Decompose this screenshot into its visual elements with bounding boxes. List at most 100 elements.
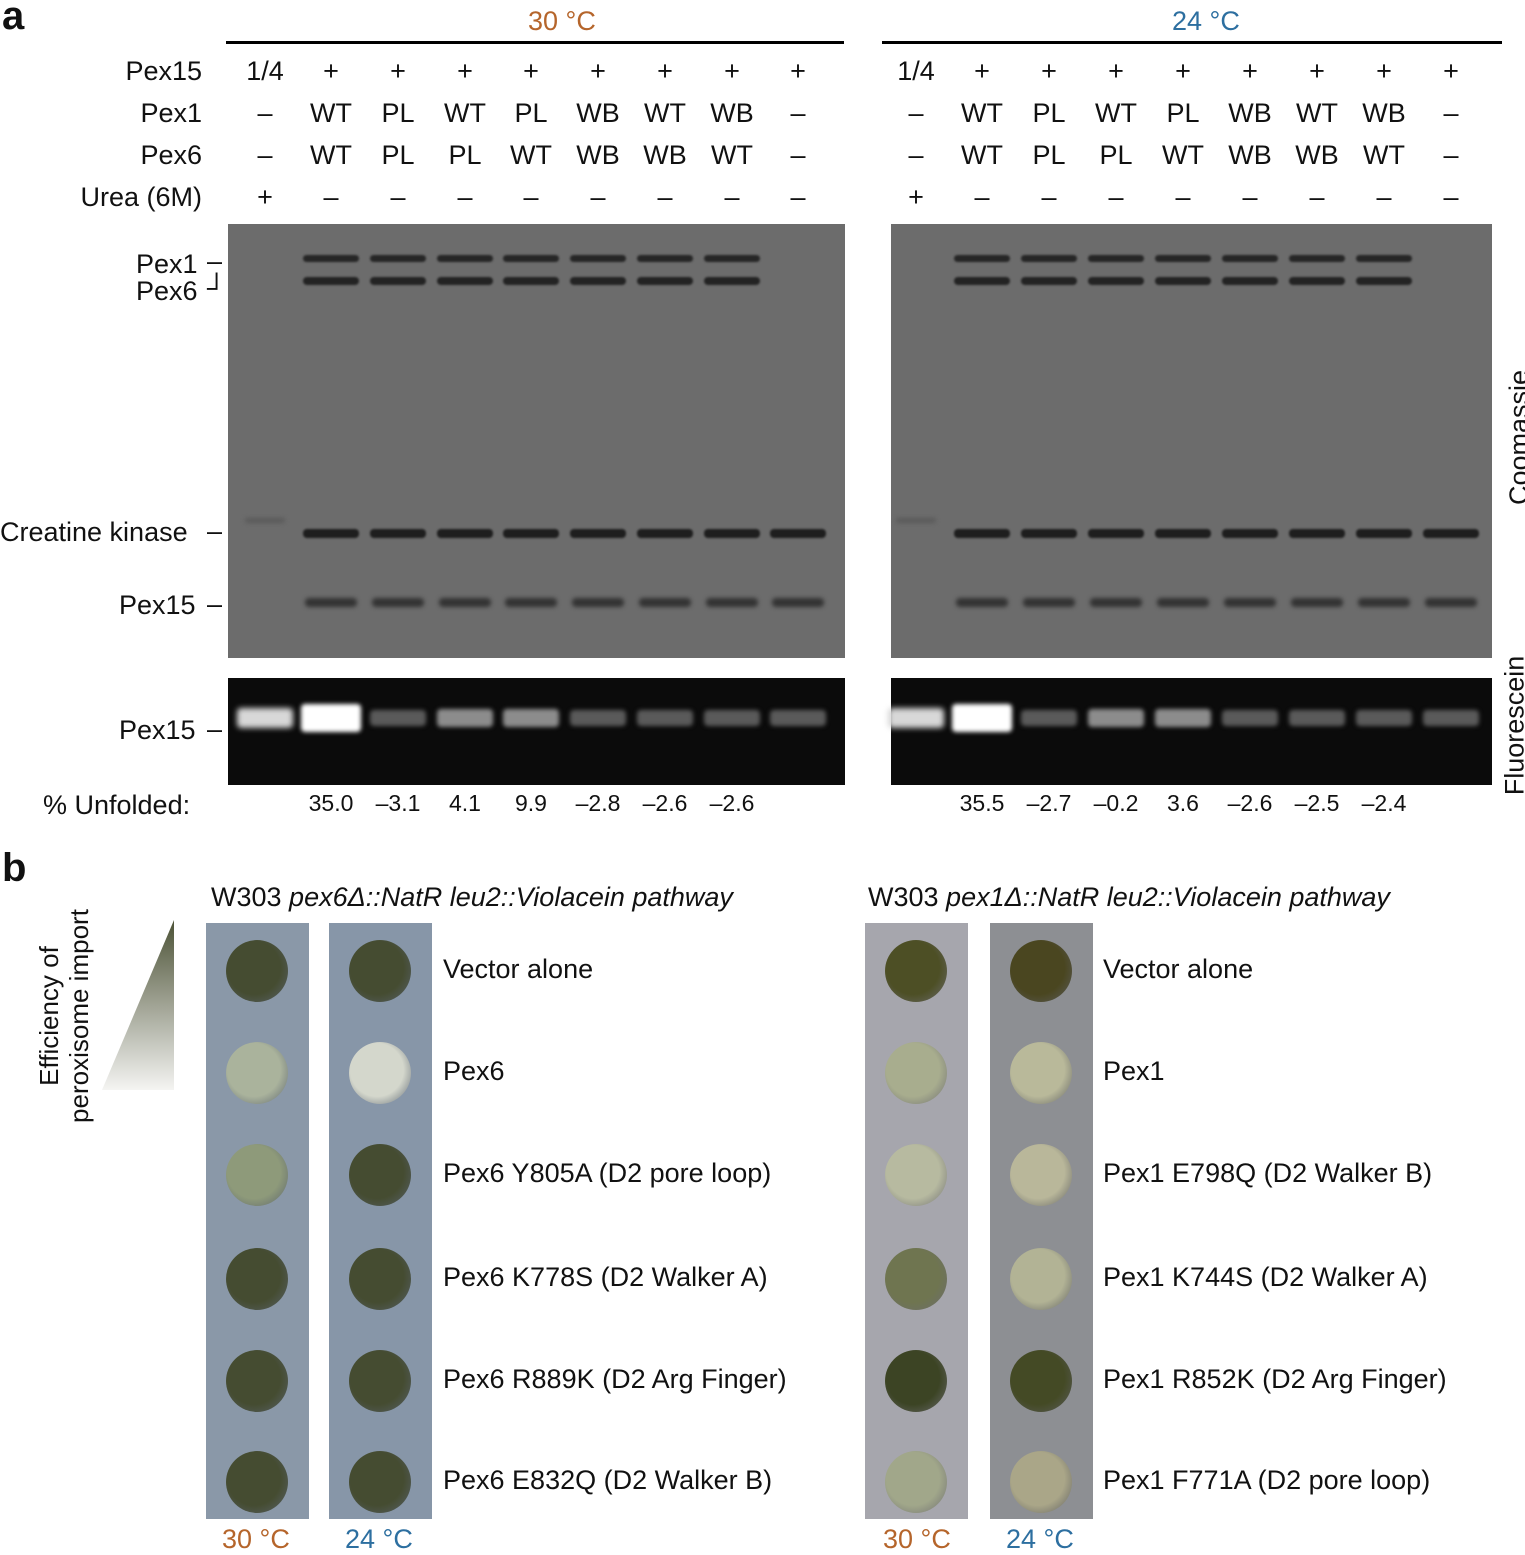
pex6-band <box>954 277 1010 285</box>
pex15-fluorescein-band <box>301 704 361 732</box>
pex15-fluorescein-band <box>1088 709 1144 727</box>
pex15-band <box>1090 597 1142 607</box>
strain-row-left-3: Pex6 K778S (D2 Walker A) <box>443 1262 768 1292</box>
pex15-band <box>1358 597 1410 607</box>
lane-pex1-gel_right-5: WB <box>1228 98 1272 128</box>
strain-right-prefix: W303 <box>868 882 947 912</box>
strain-left-prefix: W303 <box>211 882 290 912</box>
lane-urea-gel_left-3: – <box>457 182 473 212</box>
unfolded-value-gel_left-4: 9.9 <box>515 790 547 816</box>
pex1-band <box>503 254 559 262</box>
lane-urea-gel_left-0: + <box>257 182 273 212</box>
lane-pex1-gel_left-2: PL <box>381 98 415 128</box>
pex1-band <box>1356 254 1412 262</box>
pex6-band <box>503 277 559 285</box>
plate-pex6-24 <box>329 923 432 1519</box>
pex15-fluorescein-band <box>437 709 493 727</box>
pex15-band <box>639 597 691 607</box>
lane-pex6-gel_right-5: WB <box>1228 140 1272 170</box>
unfolded-value-gel_right-3: –0.2 <box>1093 790 1139 816</box>
lane-pex15-gel_left-5: + <box>590 56 606 86</box>
coomassie-side-label: Coomassie <box>1504 369 1525 506</box>
strain-left: W303 pex6Δ::NatR leu2::Violacein pathway <box>211 882 733 913</box>
lane-pex1-gel_left-0: – <box>257 98 273 128</box>
ck-band <box>303 528 359 538</box>
lane-pex6-gel_left-6: WB <box>643 140 687 170</box>
yeast-colony <box>226 1248 288 1310</box>
pex1-band <box>570 254 626 262</box>
lane-pex1-gel_right-8: – <box>1443 98 1459 128</box>
pex6-band <box>570 277 626 285</box>
pex15-fluorescein-band <box>1423 710 1479 726</box>
pex6-band <box>1155 277 1211 285</box>
lane-pex6-gel_left-1: WT <box>310 140 352 170</box>
unfolded-value-gel_left-1: 35.0 <box>308 790 354 816</box>
lane-urea-gel_right-7: – <box>1376 182 1392 212</box>
pex15-fluorescein-band <box>1222 710 1278 726</box>
pex1-band <box>1021 254 1077 262</box>
unfolded-value-gel_right-6: –2.5 <box>1294 790 1340 816</box>
pex1-band <box>637 254 693 262</box>
pex1-band <box>954 254 1010 262</box>
lane-pex6-gel_right-0: – <box>908 140 924 170</box>
strain-row-right-3: Pex1 K744S (D2 Walker A) <box>1103 1262 1428 1292</box>
lane-pex6-gel_left-0: – <box>257 140 273 170</box>
pex1-band <box>1222 254 1278 262</box>
lane-pex1-gel_left-4: PL <box>514 98 548 128</box>
plate-pex1-30 <box>865 923 968 1519</box>
lane-pex15-gel_right-8: + <box>1443 56 1459 86</box>
ck-band <box>637 528 693 538</box>
lane-pex6-gel_left-7: WT <box>711 140 753 170</box>
lane-pex1-gel_right-7: WB <box>1362 98 1406 128</box>
lane-pex15-gel_left-8: + <box>790 56 806 86</box>
strain-row-right-0: Vector alone <box>1103 954 1254 984</box>
lane-pex15-gel_right-7: + <box>1376 56 1392 86</box>
plate-temp-pex6-30: 30 °C <box>222 1524 290 1554</box>
lane-urea-gel_left-2: – <box>390 182 406 212</box>
pex15-band <box>372 597 424 607</box>
unfolded-value-gel_left-2: –3.1 <box>375 790 421 816</box>
pex15-fluorescein-band <box>888 708 944 728</box>
strain-row-left-2: Pex6 Y805A (D2 pore loop) <box>443 1158 772 1188</box>
lane-pex1-gel_left-8: – <box>790 98 806 128</box>
ck-band <box>437 528 493 538</box>
pex1-band <box>1289 254 1345 262</box>
marker-pex15-tick: – <box>207 589 223 619</box>
lane-pex1-gel_right-4: PL <box>1166 98 1200 128</box>
marker-pex1: Pex1 <box>136 249 198 279</box>
pex15-fluorescein-band <box>237 708 293 728</box>
pex1-band <box>370 254 426 262</box>
temp-24-header: 24 °C <box>1172 6 1240 36</box>
yeast-colony <box>1010 1451 1072 1513</box>
yeast-colony <box>1010 1042 1072 1104</box>
lane-pex15-gel_left-2: + <box>390 56 406 86</box>
ck-band <box>1289 528 1345 538</box>
marker-pex15: Pex15 <box>119 590 196 620</box>
yeast-colony <box>226 1144 288 1206</box>
lane-urea-gel_right-4: – <box>1175 182 1191 212</box>
pex15-band <box>439 597 491 607</box>
marker-ck-tick: – <box>207 516 223 546</box>
panel-a-letter: a <box>2 0 25 38</box>
yeast-colony <box>885 940 947 1002</box>
lane-pex6-gel_right-3: PL <box>1099 140 1133 170</box>
temp-24-rule <box>882 41 1502 44</box>
ck-band <box>954 528 1010 538</box>
pex6-band <box>1356 277 1412 285</box>
lane-pex15-gel_right-0: 1/4 <box>897 56 935 86</box>
marker-pex6-tick: ┘ <box>207 273 227 303</box>
plate-pex1-24 <box>990 923 1093 1519</box>
strain-row-right-5: Pex1 F771A (D2 pore loop) <box>1103 1465 1431 1495</box>
pex15-band <box>505 597 557 607</box>
pex15-band <box>572 597 624 607</box>
pex6-band <box>370 277 426 285</box>
yeast-colony <box>885 1042 947 1104</box>
plate-pex6-30 <box>206 923 309 1519</box>
unfolded-value-gel_left-6: –2.6 <box>642 790 688 816</box>
pex15-fluorescein-band <box>770 710 826 726</box>
pex15-band <box>305 597 357 607</box>
lane-pex15-gel_right-1: + <box>974 56 990 86</box>
unfolded-value-gel_left-3: 4.1 <box>449 790 481 816</box>
pex6-band <box>637 277 693 285</box>
pex1-band <box>437 254 493 262</box>
